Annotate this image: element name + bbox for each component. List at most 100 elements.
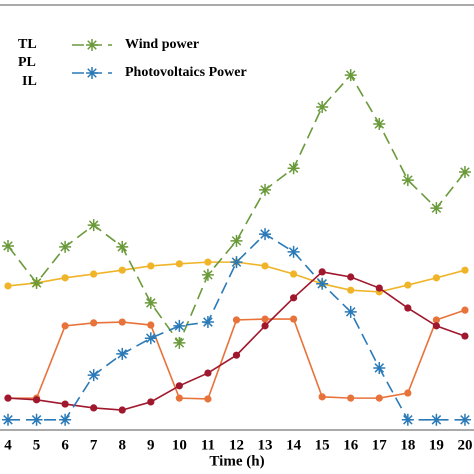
point — [4, 394, 12, 402]
star-marker — [373, 361, 386, 374]
point — [432, 316, 440, 324]
point — [432, 322, 440, 330]
point — [347, 273, 355, 281]
x-tick-label: 9 — [147, 437, 155, 453]
x-tick-label: 16 — [343, 437, 359, 453]
point — [32, 396, 41, 404]
point — [404, 304, 412, 312]
point — [4, 282, 12, 290]
point — [375, 284, 383, 292]
star-marker — [201, 316, 214, 329]
star-marker — [30, 413, 43, 426]
star-marker — [87, 219, 100, 232]
legend-marker — [86, 67, 98, 79]
point — [175, 260, 183, 268]
star-marker — [373, 118, 386, 130]
point — [175, 394, 183, 402]
point — [318, 268, 326, 276]
series-line — [7, 73, 466, 345]
x-tick-label: 19 — [429, 437, 444, 453]
star-marker — [59, 240, 72, 253]
star-marker — [116, 240, 129, 253]
point — [118, 406, 126, 414]
point — [461, 306, 469, 314]
star-marker — [230, 234, 243, 247]
point — [90, 404, 98, 412]
point — [61, 322, 69, 330]
point — [232, 351, 241, 359]
x-tick-label: 18 — [400, 437, 415, 453]
point — [90, 319, 98, 327]
point — [290, 294, 298, 302]
star-marker — [458, 413, 471, 426]
star-marker — [344, 305, 357, 318]
star-marker — [458, 166, 471, 179]
star-marker — [30, 276, 43, 289]
point — [61, 274, 69, 282]
x-tick-label: 17 — [372, 437, 388, 453]
star-marker — [116, 347, 129, 360]
point — [204, 258, 212, 266]
point — [261, 315, 269, 323]
point — [147, 398, 155, 406]
star-marker — [287, 245, 300, 258]
x-axis-title: Time (h) — [209, 453, 264, 469]
star-marker — [344, 69, 357, 82]
point — [232, 316, 241, 324]
star-marker — [401, 413, 414, 426]
point — [375, 394, 383, 402]
legend-label: PL — [18, 55, 36, 70]
x-tick-label: 13 — [258, 437, 273, 453]
point — [204, 369, 212, 377]
star-marker — [259, 228, 272, 241]
star-marker — [230, 256, 243, 269]
point — [147, 262, 155, 270]
point — [461, 332, 469, 340]
point — [118, 318, 126, 326]
point — [461, 266, 469, 274]
star-marker — [2, 413, 14, 426]
series-line — [7, 271, 466, 411]
point — [404, 281, 412, 289]
point — [61, 400, 69, 408]
point — [261, 322, 269, 330]
x-tick-label: 5 — [33, 437, 41, 453]
point — [118, 266, 126, 274]
x-tick-label: 11 — [201, 437, 215, 453]
star-marker — [287, 162, 300, 175]
legend-label: Wind power — [125, 37, 199, 52]
point — [204, 395, 212, 403]
star-marker — [201, 268, 214, 281]
legend-marker — [86, 39, 98, 51]
point — [290, 270, 298, 278]
star-marker — [144, 332, 157, 345]
x-tick-label: 7 — [90, 437, 98, 453]
star-marker — [173, 319, 186, 332]
point — [432, 274, 440, 282]
star-marker — [430, 413, 443, 426]
x-tick-label: 12 — [229, 437, 244, 453]
point — [90, 270, 98, 278]
point — [290, 315, 298, 323]
legend-label: IL — [22, 74, 37, 89]
point — [347, 394, 355, 402]
star-marker — [316, 277, 329, 290]
point — [318, 393, 326, 401]
legend-label: TL — [18, 37, 37, 52]
legend-label: Photovoltaics Power — [125, 65, 247, 80]
x-tick-label: 20 — [457, 437, 472, 453]
x-tick-label: 8 — [118, 437, 126, 453]
point — [347, 286, 355, 294]
star-marker — [173, 336, 186, 349]
series-line — [8, 233, 465, 421]
star-marker — [430, 202, 443, 215]
point — [147, 321, 155, 329]
star-marker — [316, 101, 329, 113]
star-marker — [401, 174, 414, 187]
x-tick-label: 14 — [286, 437, 302, 453]
point — [404, 389, 412, 397]
x-tick-label: 6 — [61, 437, 69, 453]
star-marker — [144, 296, 157, 309]
x-tick-label: 15 — [315, 437, 330, 453]
